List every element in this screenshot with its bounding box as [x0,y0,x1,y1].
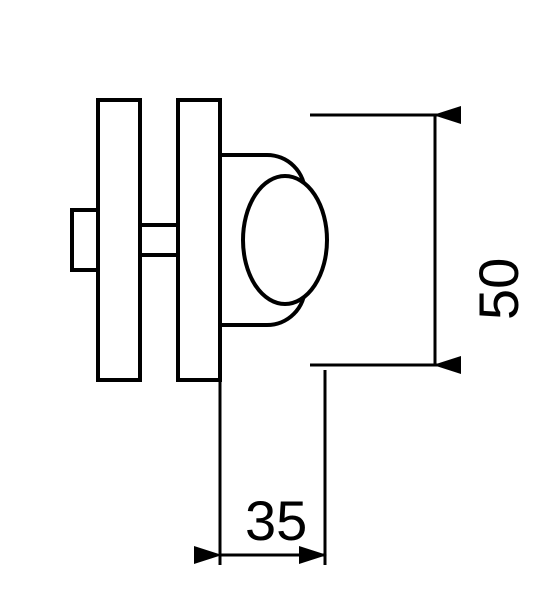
knob-face [243,176,327,304]
shaft [140,225,178,255]
back-plate [98,100,140,380]
dim-value-height: 50 [467,258,530,320]
dim-value-width: 35 [245,489,307,552]
rose-plate [178,100,220,380]
spindle-nub [72,210,98,270]
